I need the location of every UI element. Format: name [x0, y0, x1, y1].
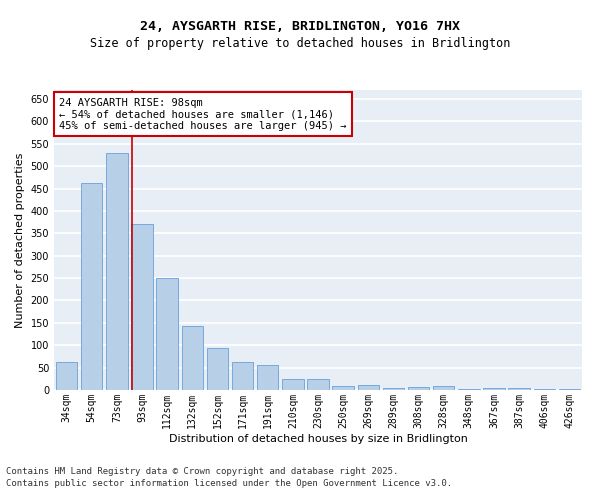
Bar [307, 379, 329, 390]
Bar [182, 326, 203, 390]
Text: Size of property relative to detached houses in Bridlington: Size of property relative to detached ho… [90, 38, 510, 51]
X-axis label: Distribution of detached houses by size in Bridlington: Distribution of detached houses by size … [169, 434, 467, 444]
Bar [332, 386, 354, 390]
Bar [433, 386, 454, 390]
Bar [232, 362, 253, 390]
Bar [81, 183, 103, 390]
Bar [157, 278, 178, 390]
Bar [131, 224, 152, 390]
Bar [257, 366, 278, 390]
Bar [358, 385, 379, 390]
Bar [533, 388, 555, 390]
Y-axis label: Number of detached properties: Number of detached properties [15, 152, 25, 328]
Text: 24 AYSGARTH RISE: 98sqm
← 54% of detached houses are smaller (1,146)
45% of semi: 24 AYSGARTH RISE: 98sqm ← 54% of detache… [59, 98, 347, 130]
Bar [56, 362, 77, 390]
Bar [282, 379, 304, 390]
Bar [408, 388, 429, 390]
Bar [458, 388, 479, 390]
Bar [484, 388, 505, 390]
Bar [508, 388, 530, 390]
Text: 24, AYSGARTH RISE, BRIDLINGTON, YO16 7HX: 24, AYSGARTH RISE, BRIDLINGTON, YO16 7HX [140, 20, 460, 33]
Bar [207, 348, 228, 390]
Text: Contains HM Land Registry data © Crown copyright and database right 2025.
Contai: Contains HM Land Registry data © Crown c… [6, 466, 452, 487]
Bar [383, 388, 404, 390]
Bar [106, 152, 128, 390]
Bar [559, 388, 580, 390]
